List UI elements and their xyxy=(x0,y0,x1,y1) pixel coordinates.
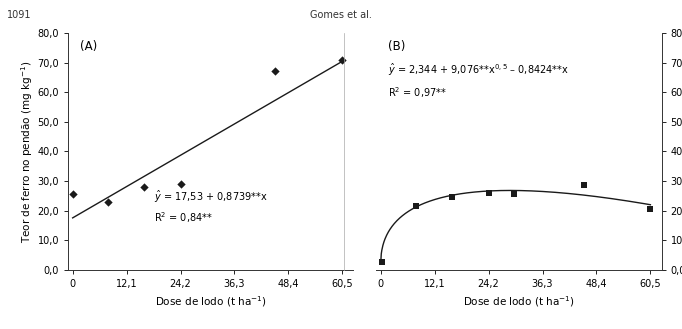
Y-axis label: Teor de ferro no pendão (mg kg$^{-1}$): Teor de ferro no pendão (mg kg$^{-1}$) xyxy=(19,60,35,242)
Point xyxy=(175,181,186,187)
Point xyxy=(68,191,78,197)
Text: R$^{2}$ = 0,84**: R$^{2}$ = 0,84** xyxy=(153,211,213,225)
X-axis label: Dose de lodo (t ha$^{-1}$): Dose de lodo (t ha$^{-1}$) xyxy=(463,294,575,309)
Point xyxy=(270,69,281,74)
Point xyxy=(103,199,114,204)
Point xyxy=(578,183,589,188)
Point xyxy=(376,260,387,265)
Text: 1091: 1091 xyxy=(7,10,31,20)
Text: Gomes et al.: Gomes et al. xyxy=(310,10,372,20)
X-axis label: Dose de lodo (t ha$^{-1}$): Dose de lodo (t ha$^{-1}$) xyxy=(155,294,267,309)
Text: $\hat{y}$ = 2,344 + 9,076**x$^{0,5}$ – 0,8424**x: $\hat{y}$ = 2,344 + 9,076**x$^{0,5}$ – 0… xyxy=(387,61,569,78)
Point xyxy=(483,190,494,195)
Text: R$^{2}$ = 0,97**: R$^{2}$ = 0,97** xyxy=(387,85,447,100)
Point xyxy=(509,191,520,197)
Point xyxy=(645,207,656,212)
Point xyxy=(337,57,348,62)
Text: (A): (A) xyxy=(80,40,97,53)
Point xyxy=(411,203,422,209)
Text: $\hat{y}$ = 17,53 + 0,8739**x: $\hat{y}$ = 17,53 + 0,8739**x xyxy=(153,189,268,205)
Point xyxy=(447,194,458,200)
Point xyxy=(139,184,150,190)
Text: (B): (B) xyxy=(387,40,405,53)
